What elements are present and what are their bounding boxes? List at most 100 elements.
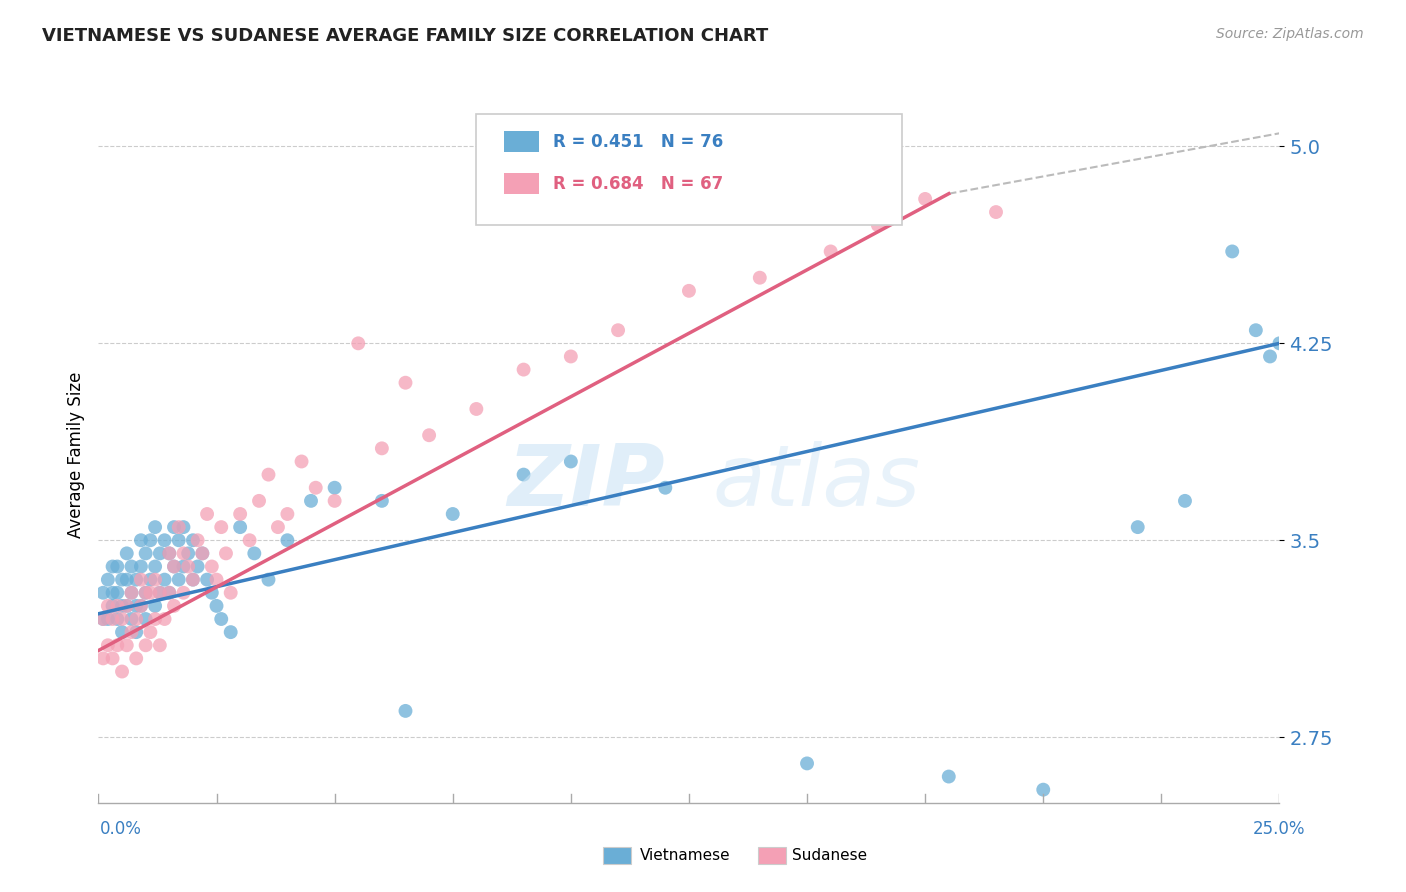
Point bbox=[290, 454, 312, 468]
Point bbox=[195, 573, 218, 587]
Point bbox=[129, 559, 152, 574]
Point bbox=[512, 362, 534, 376]
Point bbox=[172, 586, 194, 600]
Point bbox=[101, 651, 124, 665]
Point bbox=[121, 586, 143, 600]
Point bbox=[149, 586, 172, 600]
Point bbox=[111, 625, 134, 640]
Point bbox=[97, 573, 120, 587]
Point bbox=[111, 665, 134, 679]
Point bbox=[139, 573, 162, 587]
Point bbox=[129, 533, 152, 548]
Point bbox=[201, 586, 224, 600]
Point bbox=[143, 573, 166, 587]
Point bbox=[866, 218, 889, 232]
Text: Sudanese: Sudanese bbox=[792, 848, 866, 863]
Point bbox=[163, 520, 186, 534]
Point bbox=[111, 612, 134, 626]
Point bbox=[239, 533, 262, 548]
Point bbox=[1032, 782, 1054, 797]
Point bbox=[125, 599, 148, 613]
Point bbox=[201, 559, 224, 574]
Point bbox=[105, 599, 128, 613]
Point bbox=[394, 376, 416, 390]
Point bbox=[607, 323, 630, 337]
Point bbox=[371, 442, 394, 456]
Point bbox=[187, 559, 209, 574]
Point bbox=[125, 612, 148, 626]
Point bbox=[115, 599, 138, 613]
Point bbox=[276, 533, 298, 548]
Point bbox=[257, 573, 280, 587]
Point bbox=[135, 638, 157, 652]
Point bbox=[305, 481, 328, 495]
Point bbox=[560, 350, 582, 364]
Point bbox=[172, 520, 194, 534]
Point bbox=[205, 599, 228, 613]
Text: 0.0%: 0.0% bbox=[100, 820, 142, 838]
Point bbox=[115, 599, 138, 613]
Point bbox=[323, 494, 346, 508]
Point bbox=[191, 546, 214, 560]
Point bbox=[394, 704, 416, 718]
Text: 25.0%: 25.0% bbox=[1253, 820, 1305, 838]
Point bbox=[195, 507, 218, 521]
Point bbox=[229, 520, 252, 534]
Point bbox=[121, 612, 143, 626]
Point bbox=[143, 559, 166, 574]
Point bbox=[101, 599, 124, 613]
Point bbox=[654, 481, 676, 495]
Point bbox=[125, 625, 148, 640]
Point bbox=[257, 467, 280, 482]
Point bbox=[1126, 520, 1149, 534]
Point bbox=[167, 573, 190, 587]
Point bbox=[97, 612, 120, 626]
Point bbox=[371, 494, 394, 508]
FancyBboxPatch shape bbox=[477, 114, 901, 226]
Point bbox=[914, 192, 936, 206]
Point bbox=[678, 284, 700, 298]
Point bbox=[143, 599, 166, 613]
Point bbox=[111, 599, 134, 613]
Point bbox=[135, 586, 157, 600]
Point bbox=[121, 625, 143, 640]
Point bbox=[167, 520, 190, 534]
Point bbox=[215, 546, 238, 560]
Point bbox=[157, 546, 180, 560]
Point bbox=[209, 520, 232, 534]
Text: VIETNAMESE VS SUDANESE AVERAGE FAMILY SIZE CORRELATION CHART: VIETNAMESE VS SUDANESE AVERAGE FAMILY SI… bbox=[42, 27, 769, 45]
Point bbox=[125, 573, 148, 587]
Point bbox=[143, 520, 166, 534]
Point bbox=[560, 454, 582, 468]
Point bbox=[181, 573, 204, 587]
Point bbox=[163, 559, 186, 574]
Point bbox=[91, 612, 114, 626]
Point bbox=[347, 336, 370, 351]
Point bbox=[441, 507, 464, 521]
Point bbox=[796, 756, 818, 771]
Point bbox=[167, 533, 190, 548]
Point bbox=[97, 638, 120, 652]
Point bbox=[938, 770, 960, 784]
Point bbox=[172, 546, 194, 560]
Text: Vietnamese: Vietnamese bbox=[640, 848, 730, 863]
Point bbox=[172, 559, 194, 574]
Point bbox=[1258, 350, 1281, 364]
Text: R = 0.684   N = 67: R = 0.684 N = 67 bbox=[553, 175, 723, 193]
Text: R = 0.451   N = 76: R = 0.451 N = 76 bbox=[553, 133, 723, 151]
Point bbox=[820, 244, 842, 259]
Point bbox=[121, 559, 143, 574]
Point bbox=[105, 612, 128, 626]
Point bbox=[191, 546, 214, 560]
Point bbox=[91, 612, 114, 626]
Point bbox=[143, 612, 166, 626]
Point bbox=[247, 494, 270, 508]
Point bbox=[149, 546, 172, 560]
Point bbox=[187, 533, 209, 548]
Point bbox=[219, 586, 242, 600]
Point bbox=[139, 586, 162, 600]
Point bbox=[105, 559, 128, 574]
Point bbox=[115, 638, 138, 652]
Point bbox=[135, 586, 157, 600]
Y-axis label: Average Family Size: Average Family Size bbox=[66, 372, 84, 538]
